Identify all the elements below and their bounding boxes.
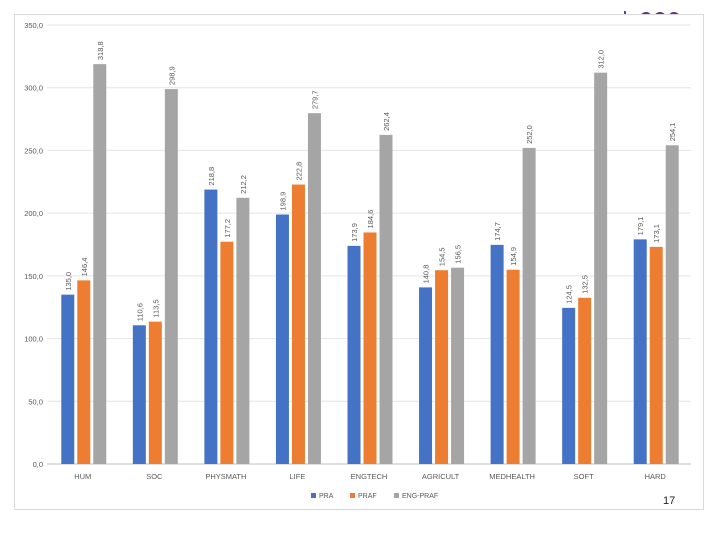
bar-eng-praf: [236, 197, 250, 464]
bar-praf: [578, 297, 592, 464]
bar-eng-praf: [164, 89, 178, 465]
data-label: 279,7: [310, 90, 319, 109]
x-tick-label: ENGTECH: [351, 472, 388, 481]
data-label: 132,5: [581, 275, 590, 294]
bar-pra: [132, 325, 146, 464]
y-tick-label: 150,0: [24, 272, 43, 281]
data-label: 173,9: [350, 223, 359, 242]
data-label: 222,8: [294, 162, 303, 181]
y-tick-label: 250,0: [24, 146, 43, 155]
x-tick-label: PHYSMATH: [205, 472, 246, 481]
legend-swatch: [311, 493, 316, 498]
bar-pra: [275, 214, 289, 464]
bar-eng-praf: [93, 64, 107, 464]
data-label: 198,9: [278, 192, 287, 211]
bar-pra: [490, 244, 504, 464]
data-label: 146,4: [80, 258, 89, 277]
legend-label: PRA: [319, 493, 334, 500]
data-label: 140,8: [422, 265, 431, 284]
chart-frame: 0,0 50,0 100,0 150,0 200,0 250,0 300,0 350,0 135…: [14, 14, 704, 510]
data-label: 184,6: [366, 210, 375, 229]
bar-eng-praf: [307, 113, 321, 465]
x-tick-label: HUM: [74, 472, 91, 481]
data-label: 318,8: [96, 41, 105, 60]
x-tick-label: SOFT: [574, 472, 594, 481]
data-label: 212,2: [239, 175, 248, 194]
data-label: 312,0: [597, 50, 606, 69]
y-tick-label: 200,0: [24, 209, 43, 218]
x-tick-label: LIFE: [290, 472, 306, 481]
data-label: 154,9: [509, 247, 518, 266]
data-label: 252,0: [525, 125, 534, 144]
data-label: 156,5: [454, 245, 463, 264]
bar-praf: [649, 246, 663, 464]
bar-eng-praf: [665, 145, 679, 464]
x-tick-label: AGRICULT: [422, 472, 460, 481]
data-label: 174,7: [493, 222, 502, 241]
data-label: 154,5: [438, 247, 447, 266]
bar-eng-praf: [522, 147, 536, 465]
bar-pra: [347, 245, 361, 464]
legend-label: PRAF: [358, 493, 377, 500]
bar-pra: [419, 287, 433, 464]
data-label: 298,9: [167, 66, 176, 85]
bar-eng-praf: [451, 267, 465, 464]
y-tick-label: 50,0: [28, 397, 43, 406]
y-tick-label: 100,0: [24, 335, 43, 344]
bar-pra: [204, 189, 218, 464]
data-label: 124,5: [565, 285, 574, 304]
bar-praf: [363, 232, 377, 464]
bar-praf: [435, 270, 449, 464]
data-label: 173,1: [652, 224, 661, 243]
data-label: 113,5: [151, 299, 160, 317]
bar-praf: [291, 184, 305, 464]
data-label: 218,8: [207, 167, 216, 186]
bar-pra: [633, 239, 647, 464]
x-tick-label: MEDHEALTH: [489, 472, 535, 481]
bar-pra: [61, 294, 75, 464]
bar-pra: [562, 307, 576, 464]
y-tick-label: 300,0: [24, 84, 43, 93]
y-tick-label: 0,0: [33, 460, 43, 469]
bar-praf: [77, 280, 91, 464]
data-label: 177,2: [223, 219, 232, 238]
page-number: 17: [663, 495, 676, 507]
legend-swatch: [350, 493, 355, 498]
bar-chart: 0,0 50,0 100,0 150,0 200,0 250,0 300,0 350,0 135…: [24, 21, 691, 500]
y-tick-label: 350,0: [24, 21, 43, 30]
x-tick-label: HARD: [645, 472, 667, 481]
data-label: 110,6: [135, 303, 144, 321]
bar-praf: [506, 269, 520, 464]
bar-eng-praf: [594, 72, 608, 465]
data-label: 254,1: [668, 123, 677, 142]
bar-praf: [148, 321, 162, 464]
data-label: 262,4: [382, 112, 391, 131]
bar-praf: [220, 241, 234, 464]
data-label: 135,0: [64, 272, 73, 291]
x-tick-label: SOC: [146, 472, 163, 481]
legend-label: ENG-PRAF: [402, 493, 438, 500]
bar-eng-praf: [379, 134, 393, 464]
data-label: 179,1: [636, 217, 645, 236]
legend-swatch: [394, 493, 399, 498]
